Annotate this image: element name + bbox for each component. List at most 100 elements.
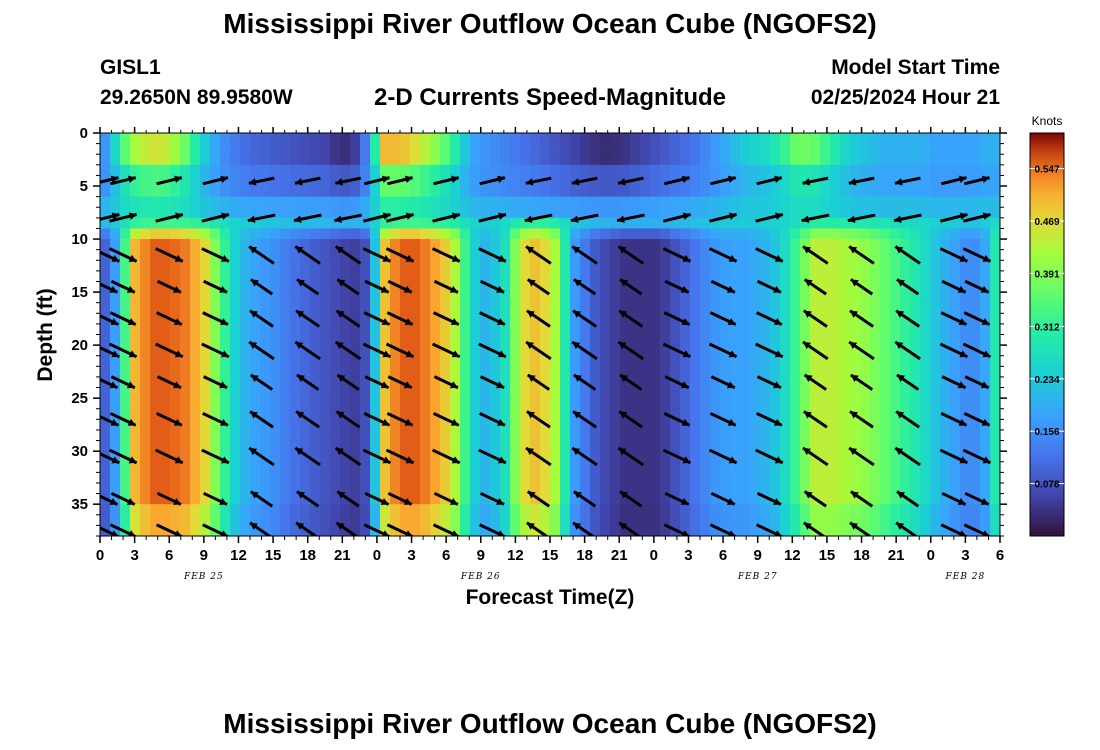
heatmap-cell — [210, 292, 221, 304]
heatmap-cell — [220, 228, 231, 240]
heatmap-cell — [220, 281, 231, 293]
heatmap-cell — [300, 419, 311, 431]
heatmap-cell — [800, 207, 811, 219]
current-vector — [962, 342, 992, 359]
heatmap-cell — [970, 355, 981, 367]
heatmap-cell — [980, 323, 991, 336]
heatmap-cell — [270, 323, 281, 336]
heatmap-cell — [200, 355, 211, 367]
heatmap-cell — [320, 429, 331, 442]
heatmap-cell — [250, 440, 261, 452]
heatmap-cell — [800, 196, 811, 208]
heatmap-cell — [690, 260, 701, 272]
heatmap-cell — [630, 345, 641, 357]
heatmap-cell — [430, 292, 441, 304]
heatmap-cell — [890, 196, 901, 208]
heatmap-cell — [370, 323, 381, 336]
heatmap-cell — [900, 366, 911, 378]
heatmap-cell — [460, 482, 471, 495]
current-vector — [962, 247, 992, 263]
heatmap-cell — [850, 440, 861, 452]
heatmap-cell — [700, 334, 711, 346]
heatmap-cell — [660, 398, 671, 410]
heatmap-cell — [990, 207, 1000, 219]
heatmap-cell — [410, 249, 421, 261]
heatmap-cell — [400, 143, 411, 155]
heatmap-cell — [170, 292, 181, 304]
heatmap-cell — [980, 355, 991, 367]
y-tick-label: 35 — [71, 496, 88, 513]
heatmap-cell — [890, 270, 901, 283]
heatmap-cell — [460, 143, 471, 155]
heatmap-cell — [540, 334, 551, 346]
heatmap-cell — [670, 429, 681, 442]
heatmap-cell — [620, 281, 631, 293]
heatmap-cell — [870, 207, 881, 219]
heatmap-cell — [930, 345, 941, 357]
heatmap-cell — [750, 281, 761, 293]
heatmap-cell — [220, 186, 231, 198]
heatmap-cell — [520, 313, 531, 325]
heatmap-cell — [260, 461, 271, 473]
heatmap-cell — [270, 493, 281, 505]
heatmap-cell — [940, 472, 951, 484]
heatmap-cell — [830, 249, 841, 261]
heatmap-cell — [210, 440, 221, 452]
current-vector — [294, 245, 321, 265]
heatmap-cell — [370, 482, 381, 495]
heatmap-cell — [480, 429, 491, 442]
heatmap-cell — [270, 239, 281, 251]
heatmap-cell — [120, 504, 131, 516]
y-tick-label: 30 — [71, 443, 88, 460]
heatmap-cell — [870, 408, 881, 420]
heatmap-cell — [470, 154, 481, 166]
heatmap-cell — [520, 408, 531, 420]
heatmap-cell — [110, 398, 121, 410]
x-tick-label: 3 — [130, 547, 138, 564]
heatmap-cell — [260, 345, 271, 357]
heatmap-cell — [710, 217, 721, 230]
heatmap-cell — [930, 440, 941, 452]
heatmap-cell — [610, 376, 621, 389]
heatmap-cell — [520, 175, 531, 187]
heatmap-cell — [360, 482, 371, 495]
current-vector — [941, 279, 967, 294]
heatmap-cell — [660, 419, 671, 431]
heatmap-cell — [100, 504, 111, 516]
heatmap-cell — [970, 260, 981, 272]
heatmap-cell — [170, 525, 181, 536]
heatmap-cell — [130, 292, 141, 304]
heatmap-cell — [170, 482, 181, 495]
heatmap-cell — [190, 366, 201, 378]
heatmap-cell — [830, 154, 841, 166]
heatmap-cell — [300, 313, 311, 325]
heatmap-cell — [730, 366, 741, 378]
heatmap-cell — [130, 366, 141, 378]
heatmap-cell — [150, 334, 161, 346]
heatmap-cell — [560, 345, 571, 357]
heatmap-cell — [330, 525, 341, 536]
heatmap-cell — [760, 270, 771, 283]
current-vector — [155, 311, 183, 326]
heatmap-cell — [480, 143, 491, 155]
current-vector — [249, 278, 274, 296]
heatmap-cell — [670, 260, 681, 272]
current-vector — [479, 491, 505, 506]
heatmap-cell — [440, 398, 451, 410]
heatmap-cell — [180, 419, 191, 431]
heatmap-cell — [470, 164, 481, 177]
heatmap-cell — [990, 323, 1000, 336]
heatmap-cell — [590, 196, 601, 208]
heatmap-cell — [790, 472, 801, 484]
heatmap-cell — [590, 323, 601, 336]
heatmap-cell — [980, 302, 991, 314]
heatmap-cell — [510, 281, 521, 293]
heatmap-cell — [520, 472, 531, 484]
heatmap-cell — [410, 334, 421, 346]
heatmap-cell — [660, 525, 671, 536]
heatmap-cell — [550, 228, 561, 240]
heatmap-cell — [200, 249, 211, 261]
heatmap-cell — [470, 493, 481, 505]
heatmap-cell — [640, 143, 651, 155]
heatmap-cell — [340, 514, 351, 526]
